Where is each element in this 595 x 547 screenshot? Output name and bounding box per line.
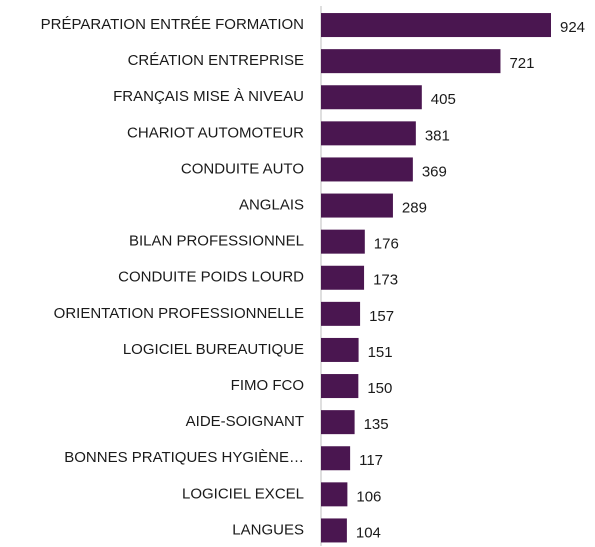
category-label: LOGICIEL BUREAUTIQUE <box>123 341 304 358</box>
bar <box>321 410 355 435</box>
category-label: FRANÇAIS MISE À NIVEAU <box>113 88 304 105</box>
value-label: 117 <box>359 452 383 469</box>
category-label: BONNES PRATIQUES HYGIÈNE… <box>64 449 304 466</box>
bar <box>321 13 551 38</box>
value-label: 135 <box>364 416 389 433</box>
bar <box>321 193 393 218</box>
value-label: 151 <box>368 344 393 361</box>
value-label: 369 <box>422 163 447 180</box>
category-label: AIDE-SOIGNANT <box>186 413 304 430</box>
category-label: CRÉATION ENTREPRISE <box>128 52 304 69</box>
value-label: 381 <box>425 127 450 144</box>
value-label: 289 <box>402 200 427 217</box>
bar <box>321 49 501 74</box>
category-label: ANGLAIS <box>239 197 304 214</box>
value-label: 721 <box>509 55 534 72</box>
category-label: BILAN PROFESSIONNEL <box>129 233 304 250</box>
value-label: 104 <box>356 524 381 541</box>
category-label: CONDUITE POIDS LOURD <box>118 269 304 286</box>
category-label: CONDUITE AUTO <box>181 160 304 177</box>
category-label: LOGICIEL EXCEL <box>182 485 304 502</box>
category-label: ORIENTATION PROFESSIONNELLE <box>54 305 304 322</box>
value-label: 176 <box>374 236 399 253</box>
value-label: 405 <box>431 91 456 108</box>
bar <box>321 121 416 146</box>
value-label: 924 <box>560 19 585 36</box>
category-label: CHARIOT AUTOMOTEUR <box>127 124 304 141</box>
bar <box>321 374 359 399</box>
bar <box>321 446 351 471</box>
bar <box>321 482 348 507</box>
bar <box>321 337 359 362</box>
bar <box>321 518 347 543</box>
bar <box>321 157 413 182</box>
value-label: 106 <box>356 488 381 505</box>
bar <box>321 85 422 110</box>
value-label: 173 <box>373 272 398 289</box>
value-label: 157 <box>369 308 394 325</box>
value-label: 150 <box>367 380 392 397</box>
category-label: PRÉPARATION ENTRÉE FORMATION <box>41 16 304 33</box>
category-label: FIMO FCO <box>231 377 304 394</box>
bar <box>321 229 365 254</box>
bar <box>321 301 361 326</box>
category-label: LANGUES <box>232 521 304 538</box>
bar <box>321 265 365 290</box>
